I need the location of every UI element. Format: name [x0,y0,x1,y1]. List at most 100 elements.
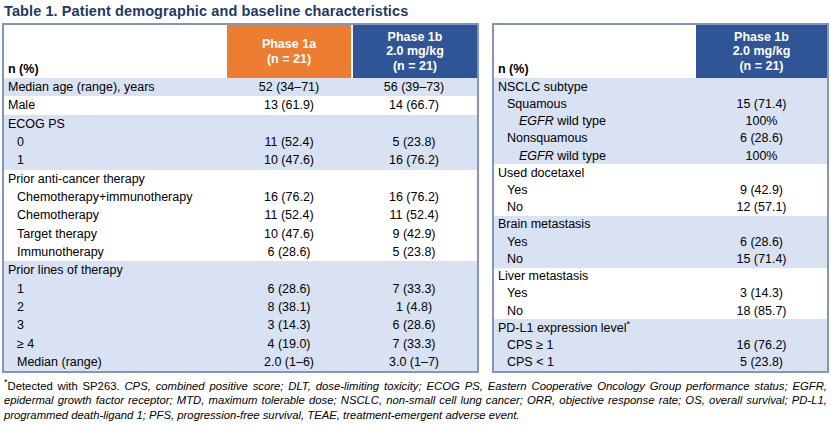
row-label: EGFR wild type [494,149,696,163]
row-label-text: 0 [17,135,24,149]
row-value: 15 (71.4) [696,97,827,111]
row-value: 52 (34–71) [227,80,351,94]
row-label: EGFR wild type [494,114,696,128]
table-row: CPS < 1 5 (23.8) [494,354,827,371]
row-label-text: Median (range) [17,355,102,369]
table-row: EGFR wild type100% [494,147,827,164]
row-value: 15 (71.4) [696,252,827,266]
row-label: No [494,252,696,266]
row-label-text: No [507,304,523,318]
row-value: 11 (52.4) [227,208,351,222]
row-label-text: Squamous [507,97,567,111]
table-row: NSCLC subtype [494,78,827,95]
row-label-text: PD-L1 expression level [498,321,627,335]
row-label: Male [4,98,227,112]
table-row: Yes 3 (14.3) [494,285,827,302]
column-header-n-pct: n (%) [4,25,227,78]
disease-table-header: n (%) Phase 1b 2.0 mg/kg (n = 21) [494,25,827,78]
row-label-text: Liver metastasis [498,269,588,283]
row-label: ≥ 4 [4,337,227,351]
table-row: Brain metastasis [494,216,827,233]
row-label-text: Yes [507,286,527,300]
row-value: 2.0 (1–6) [227,355,351,369]
row-value: 16 (76.2) [351,190,477,204]
row-label: PD-L1 expression level* [494,321,696,335]
table-row: 011 (52.4)5 (23.8) [4,133,477,151]
row-label: CPS ≥ 1 [494,338,696,352]
table-row: No12 (57.1) [494,199,827,216]
row-value: 6 (28.6) [227,245,351,259]
table-row: Chemotherapy11 (52.4)11 (52.4) [4,206,477,224]
row-value: 11 (52.4) [227,135,351,149]
table-title: Table 1. Patient demographic and baselin… [2,2,829,23]
table-row: No 15 (71.4) [494,250,827,267]
row-value: 6 (28.6) [696,131,827,145]
demographics-table-header: n (%) Phase 1a (n = 21) Phase 1b 2.0 mg/… [4,25,477,78]
row-value: 4 (19.0) [227,337,351,351]
row-label-text: NSCLC subtype [498,80,588,94]
table-row: Prior lines of therapy [4,261,477,279]
column-header-phase1b: Phase 1b 2.0 mg/kg (n = 21) [696,25,827,78]
row-label: Target therapy [4,227,227,241]
row-label: 1 [4,153,227,167]
table-row: 16 (28.6)7 (33.3) [4,279,477,297]
row-label: CPS < 1 [494,355,696,369]
row-value: 3 (14.3) [696,286,827,300]
table-row: Liver metastasis [494,268,827,285]
row-label: Prior lines of therapy [4,263,227,277]
table-row: 28 (38.1)1 (4.8) [4,298,477,316]
row-label: Chemotherapy [4,208,227,222]
table-row: CPS ≥ 116 (76.2) [494,337,827,354]
row-label-text: Male [8,98,35,112]
row-value: 56 (39–73) [351,80,477,94]
row-value: 3 (14.3) [227,318,351,332]
row-value: 5 (23.8) [696,355,827,369]
table-row: Target therapy10 (47.6)9 (42.9) [4,225,477,243]
disease-characteristics-table: n (%) Phase 1b 2.0 mg/kg (n = 21) NSCLC … [492,23,829,373]
row-label-text: No [507,252,523,266]
row-label: 3 [4,318,227,332]
row-label: Prior anti-cancer therapy [4,172,227,186]
row-label-text: CPS < 1 [507,355,554,369]
row-label: Nonsquamous [494,131,696,145]
table-row: 110 (47.6)16 (76.2) [4,151,477,169]
table-row: 33 (14.3)6 (28.6) [4,316,477,334]
table-row: Nonsquamous6 (28.6) [494,130,827,147]
row-label: Liver metastasis [494,269,696,283]
table-row: PD-L1 expression level* [494,319,827,336]
row-label-text: wild type [554,114,606,128]
row-label-text: No [507,200,523,214]
row-label-text: ECOG PS [8,117,65,131]
row-label-text: Chemotherapy [17,208,99,222]
column-header-n-pct: n (%) [494,25,696,78]
row-value: 16 (76.2) [227,190,351,204]
row-value: 6 (28.6) [351,318,477,332]
row-label-text: 1 [17,282,24,296]
row-label-text: wild type [554,149,606,163]
table-row: Used docetaxel [494,164,827,181]
row-label: 0 [4,135,227,149]
row-label-text: 1 [17,153,24,167]
page: Table 1. Patient demographic and baselin… [0,0,831,425]
row-value: 9 (42.9) [696,183,827,197]
row-value: 1 (4.8) [351,300,477,314]
row-value: 6 (28.6) [227,282,351,296]
row-label: Squamous [494,97,696,111]
table-row: Male13 (61.9)14 (66.7) [4,96,477,114]
row-label: Used docetaxel [494,166,696,180]
row-label: Yes [494,235,696,249]
row-value: 13 (61.9) [227,98,351,112]
table-row: Squamous 15 (71.4) [494,95,827,112]
footnote: *Detected with SP263. CPS, combined posi… [2,379,829,422]
row-label-text: Used docetaxel [498,166,584,180]
tables-container: n (%) Phase 1a (n = 21) Phase 1b 2.0 mg/… [2,23,829,373]
row-value: 16 (76.2) [696,338,827,352]
footnote-abbreviations: CPS, combined positive score; DLT, dose-… [4,380,827,421]
row-label: NSCLC subtype [494,80,696,94]
row-label: Chemotherapy+immunotherapy [4,190,227,204]
column-header-phase1a: Phase 1a (n = 21) [227,25,351,78]
table-row: Chemotherapy+immunotherapy16 (76.2)16 (7… [4,188,477,206]
row-value: 18 (85.7) [696,304,827,318]
table-row: Yes9 (42.9) [494,181,827,198]
row-label-gene-name: EGFR [519,114,554,128]
